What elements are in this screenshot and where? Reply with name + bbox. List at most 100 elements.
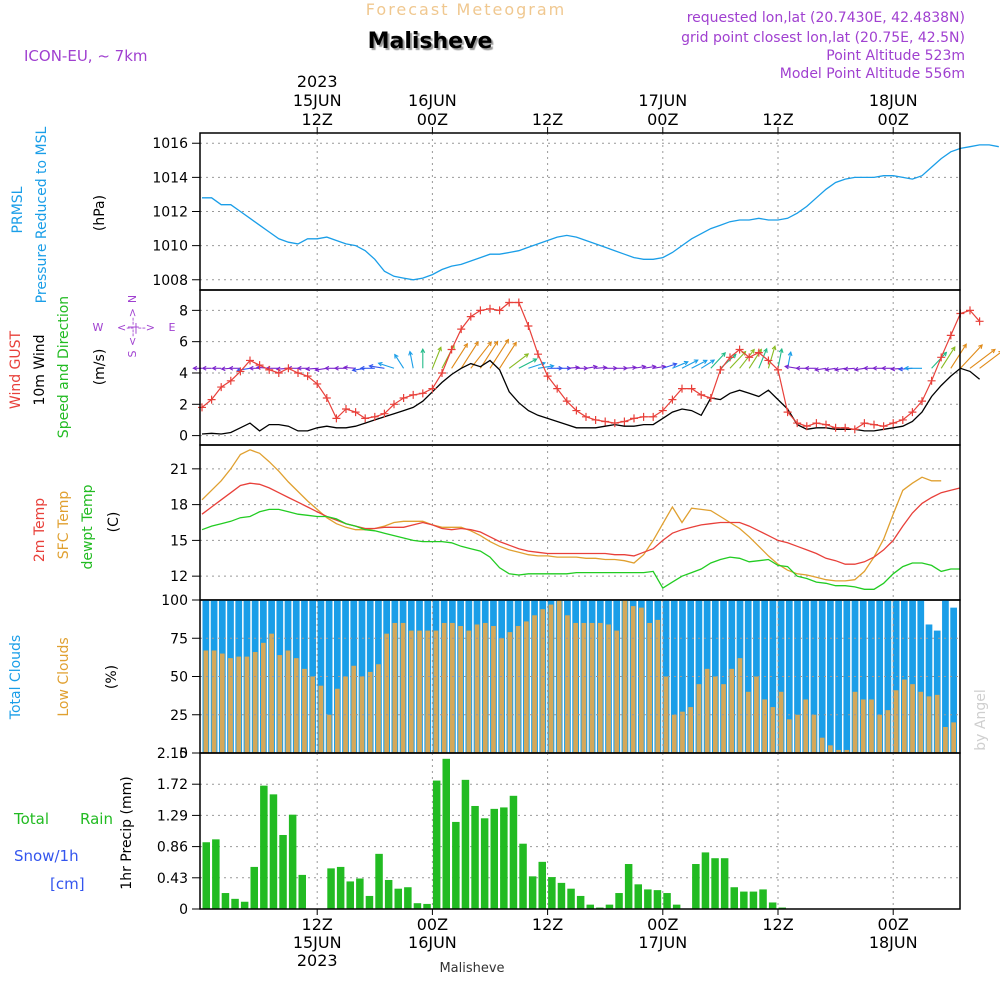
- low-cloud-bar: [219, 653, 225, 753]
- y-tick-label: 21: [170, 462, 188, 478]
- bottom-time-label: 18JUN: [869, 933, 918, 952]
- compass-e: E: [169, 321, 176, 334]
- rain-bar: [221, 893, 230, 909]
- rain-bar: [356, 878, 364, 909]
- wind-direction-arrow: [681, 359, 699, 369]
- rain-bars: [202, 758, 786, 909]
- low-cloud-bar: [597, 622, 603, 753]
- wind-arrow-head: [333, 365, 339, 371]
- wind-arrow-head: [853, 366, 859, 372]
- wind-arrow-head: [602, 365, 608, 371]
- low-cloud-bar: [671, 714, 677, 753]
- location-title: Malisheve: [368, 29, 493, 54]
- rain-bar: [336, 866, 345, 909]
- temperature-panel-frame: [199, 444, 961, 601]
- gust-marker: [793, 419, 802, 428]
- gust-marker: [898, 415, 907, 424]
- low-cloud-bar: [400, 622, 406, 753]
- wind-arrow-head: [524, 353, 530, 358]
- y-tick-label: 4: [179, 366, 188, 382]
- gust-marker: [236, 367, 245, 376]
- bottom-time-label: 17JUN: [638, 933, 687, 952]
- gust-marker: [409, 390, 418, 399]
- gust-marker: [274, 368, 283, 377]
- rain-bar: [634, 884, 642, 909]
- wind-direction-arrow: [710, 352, 726, 369]
- y-tick-label: 12: [170, 569, 188, 585]
- total-cloud-bar: [333, 600, 341, 753]
- gust-marker: [428, 384, 437, 393]
- wind-direction-arrow: [451, 343, 468, 369]
- total-cloud-bar: [884, 600, 892, 753]
- top-time-label: 16JUN: [408, 91, 457, 110]
- wind-arrow-head: [750, 348, 755, 354]
- snow-label: Snow/1h: [14, 847, 79, 865]
- rain-bar: [461, 779, 470, 909]
- rain-bar: [692, 864, 700, 909]
- wind-arrow-head: [463, 342, 468, 348]
- wind-direction-arrow: [344, 366, 356, 369]
- bottom-time-label: 15JUN: [293, 933, 342, 952]
- gust-marker: [927, 376, 936, 385]
- wind-arrow-head: [978, 344, 983, 349]
- top-time-label: 18JUN: [869, 91, 918, 110]
- wind-direction-arrow: [643, 365, 656, 369]
- compass-legend: N <--|--> S W <--|--> E: [93, 295, 176, 358]
- y-tick-label: 0: [179, 429, 188, 445]
- wind-direction-arrow: [815, 367, 827, 371]
- wind-arrow-head: [872, 365, 877, 371]
- wind-direction-arrow: [739, 349, 755, 369]
- wind-gust-line: [201, 301, 981, 430]
- rain-bar: [375, 853, 383, 909]
- total-cloud-bar: [679, 600, 686, 753]
- low-cloud-bar: [811, 714, 817, 753]
- gust-marker: [447, 345, 456, 354]
- low-cloud-bar: [918, 691, 924, 753]
- y-tick-label: 1016: [152, 136, 188, 152]
- gust-marker: [322, 394, 331, 403]
- wind-arrow-head: [710, 359, 716, 364]
- rain-bar: [279, 834, 287, 909]
- wind-arrow-head: [512, 341, 517, 347]
- gust-marker: [543, 372, 552, 381]
- precip-panel: 0 0.43 0.86 1.29 1.72 2.15 Total Rain Snow/1h…: [13, 746, 961, 918]
- gust-marker: [342, 404, 350, 413]
- total-cloud-bar: [777, 600, 785, 753]
- pressure-label-2: Pressure Reduced to MSL: [34, 126, 50, 303]
- gust-marker: [457, 325, 466, 334]
- wind-arrow-head: [763, 347, 768, 353]
- gust-marker: [591, 415, 600, 424]
- wind-direction-arrow: [672, 361, 689, 369]
- low-cloud-bar: [614, 630, 620, 753]
- wind-arrow-head: [342, 365, 348, 371]
- rain-bar: [615, 893, 623, 909]
- wind-direction-arrow: [409, 351, 414, 369]
- temp-2m-line: [201, 482, 961, 565]
- rain-bar: [644, 889, 652, 909]
- wind-arrow-head: [504, 338, 510, 344]
- rain-bar: [432, 780, 441, 909]
- wind-arrow-head: [683, 360, 689, 366]
- gust-marker: [802, 422, 811, 431]
- gust-marker: [726, 353, 734, 362]
- pressure-line: [202, 144, 999, 281]
- wind-direction-arrow: [931, 352, 947, 369]
- rain-bar: [404, 887, 412, 909]
- y-tick-label: 1010: [152, 239, 188, 255]
- wind-arrow-head: [863, 365, 868, 371]
- low-cloud-bar: [269, 633, 274, 753]
- total-cloud-bar: [950, 607, 957, 753]
- top-time-label: 00Z: [647, 110, 678, 129]
- wind-arrow-head: [942, 351, 948, 357]
- rain-bar: [490, 808, 498, 909]
- low-cloud-bar: [901, 679, 907, 753]
- low-cloud-bar: [466, 630, 472, 753]
- gust-marker: [774, 365, 782, 374]
- low-cloud-bar: [622, 600, 628, 753]
- y-tick-label: 1012: [152, 205, 188, 221]
- top-time-label: 15JUN: [293, 91, 342, 110]
- wind-direction-arrow: [950, 343, 967, 369]
- gust-marker: [975, 317, 984, 326]
- low-cloud-bars: [203, 600, 956, 753]
- wind-direction-arrow: [959, 344, 983, 369]
